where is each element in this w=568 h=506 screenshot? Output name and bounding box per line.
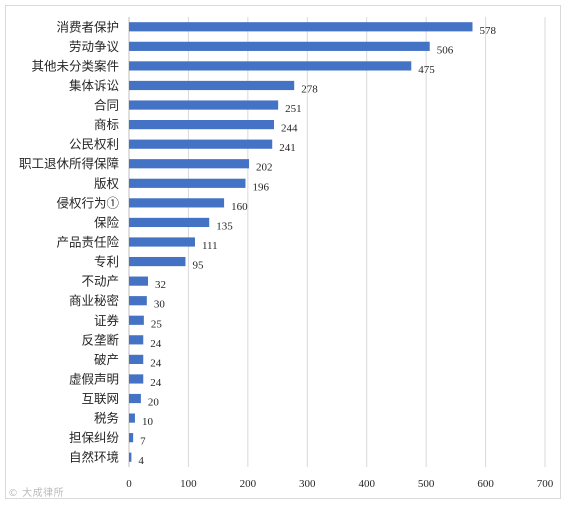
data-label: 7 <box>140 436 146 448</box>
data-label: 251 <box>285 103 302 115</box>
data-label: 244 <box>281 123 298 135</box>
bar-6 <box>129 139 273 149</box>
bar-21 <box>129 433 134 443</box>
x-tick-label: 100 <box>180 478 197 490</box>
data-label: 196 <box>252 181 269 193</box>
data-label: 278 <box>301 83 318 95</box>
x-tick-label: 500 <box>418 478 435 490</box>
data-label: 32 <box>155 279 166 291</box>
data-label: 111 <box>202 240 218 252</box>
x-tick-label: 0 <box>126 478 132 490</box>
bar-19 <box>129 393 141 404</box>
bar-13 <box>129 276 149 286</box>
x-tick-label: 400 <box>358 478 375 490</box>
watermark: © 大成律所 <box>8 488 65 499</box>
bar-7 <box>129 159 250 169</box>
category-label: 合同 <box>94 98 119 113</box>
data-label: 25 <box>151 318 163 330</box>
bar-0 <box>129 22 473 32</box>
data-label: 24 <box>150 338 162 350</box>
category-label: 自然环境 <box>69 450 119 465</box>
data-label: 506 <box>437 44 454 56</box>
data-label: 20 <box>148 397 160 409</box>
data-label: 475 <box>418 64 435 76</box>
bar-20 <box>129 413 135 423</box>
bar-1 <box>129 41 430 51</box>
bar-12 <box>129 256 186 267</box>
data-label: 95 <box>192 260 204 272</box>
data-label: 160 <box>231 201 248 213</box>
bar-10 <box>129 217 210 228</box>
category-label: 侵权行为① <box>56 195 119 210</box>
bar-14 <box>129 296 147 306</box>
category-label: 证券 <box>94 313 120 328</box>
category-label: 集体诉讼 <box>69 78 119 93</box>
data-label: 202 <box>256 162 273 174</box>
category-label: 税务 <box>94 411 119 426</box>
category-label: 破产 <box>94 352 119 367</box>
category-label: 劳动争议 <box>69 39 120 54</box>
x-tick-label: 300 <box>299 478 316 490</box>
data-label: 10 <box>142 416 154 428</box>
category-label: 不动产 <box>81 274 119 289</box>
bar-2 <box>129 61 412 71</box>
bar-4 <box>129 100 279 110</box>
category-label: 消费者保护 <box>56 19 119 34</box>
gridlines <box>128 17 546 467</box>
bar-17 <box>129 354 144 364</box>
data-label: 135 <box>216 220 233 232</box>
category-label: 保险 <box>94 215 120 230</box>
bar-9 <box>129 198 225 208</box>
bar-18 <box>129 374 144 384</box>
bar-11 <box>129 237 195 247</box>
category-label: 产品责任险 <box>56 235 119 250</box>
bar-22 <box>129 452 132 462</box>
category-label: 担保纠纷 <box>69 430 120 445</box>
category-label: 职工退休所得保障 <box>19 156 119 171</box>
category-label: 版权 <box>94 176 120 191</box>
data-label: 24 <box>150 357 162 369</box>
category-label: 公民权利 <box>69 137 119 152</box>
data-label: 241 <box>279 142 296 154</box>
category-label: 反垄断 <box>81 332 119 347</box>
category-label: 专利 <box>94 254 119 269</box>
labels: 0 100 200 300 400 500 600 700 消费者保护 578 劳动争议 506 其他未… <box>19 19 554 490</box>
bar-5 <box>129 120 275 130</box>
x-tick-label: 700 <box>537 478 554 490</box>
data-label: 4 <box>138 455 144 467</box>
data-label: 578 <box>479 25 496 37</box>
category-label: 虚假声明 <box>69 371 119 386</box>
bar-15 <box>129 315 144 325</box>
category-label: 商标 <box>94 117 119 132</box>
category-label: 其他未分类案件 <box>31 58 119 73</box>
x-tick-label: 600 <box>477 478 494 490</box>
bar-16 <box>129 335 144 345</box>
x-tick-label: 200 <box>240 478 257 490</box>
data-label: 24 <box>150 377 162 389</box>
bar-8 <box>129 178 246 188</box>
bar-3 <box>129 80 295 91</box>
category-label: 互联网 <box>81 391 119 406</box>
bars <box>129 22 473 462</box>
category-label: 商业秘密 <box>69 293 119 308</box>
data-label: 30 <box>154 299 166 311</box>
